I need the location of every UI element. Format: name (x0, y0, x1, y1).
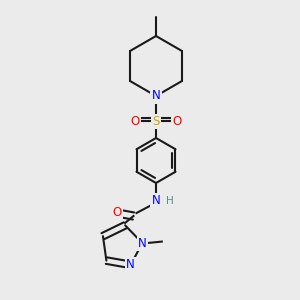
Text: O: O (130, 115, 140, 128)
Text: N: N (152, 194, 160, 208)
Text: N: N (126, 258, 135, 272)
Text: N: N (152, 89, 160, 103)
Text: H: H (166, 196, 173, 206)
Text: S: S (152, 115, 160, 128)
Text: N: N (138, 237, 147, 250)
Text: O: O (172, 115, 182, 128)
Text: O: O (112, 206, 122, 220)
